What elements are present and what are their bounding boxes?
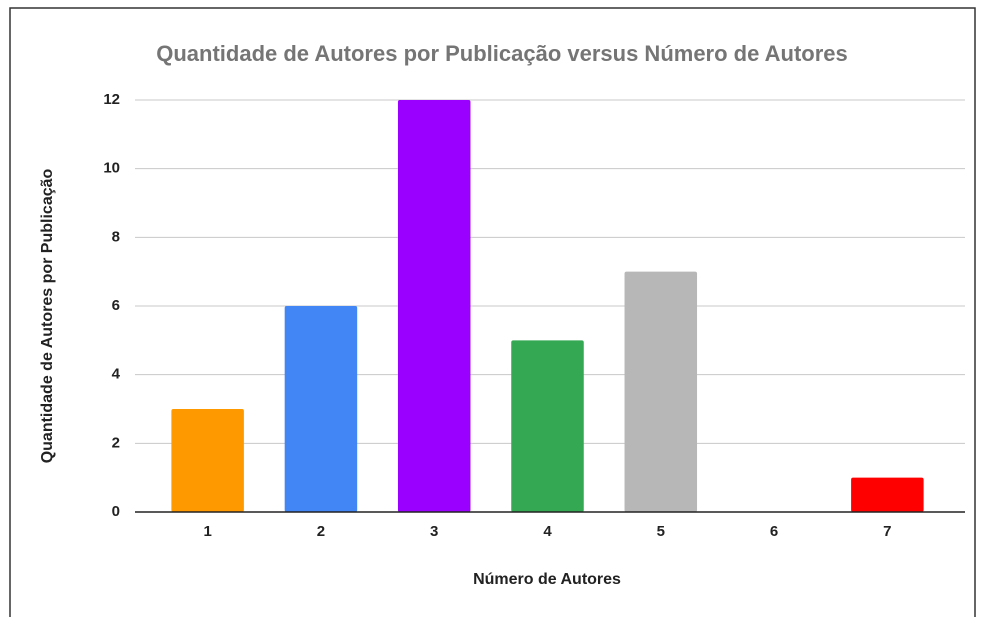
x-tick-label: 5 — [657, 523, 665, 540]
bar — [511, 340, 584, 512]
y-tick-label: 10 — [103, 160, 120, 177]
y-tick-label: 8 — [112, 228, 120, 245]
y-axis-title: Quantidade de Autores por Publicação — [39, 168, 56, 463]
chart-title: Quantidade de Autores por Publicação ver… — [156, 41, 848, 66]
y-tick-label: 12 — [103, 91, 120, 108]
x-tick-label: 3 — [430, 523, 438, 540]
x-axis-title: Número de Autores — [473, 571, 621, 588]
y-tick-label: 4 — [112, 366, 121, 383]
y-tick-label: 2 — [112, 434, 120, 451]
bar — [171, 409, 244, 512]
y-tick-label: 0 — [112, 503, 120, 520]
chart-border — [9, 7, 976, 617]
bar — [397, 100, 471, 512]
bar — [851, 477, 924, 512]
bar — [624, 271, 698, 512]
x-tick-label: 6 — [770, 523, 778, 540]
x-tick-label: 1 — [203, 523, 211, 540]
x-tick-label: 4 — [543, 523, 552, 540]
x-tick-label: 7 — [883, 523, 891, 540]
y-tick-label: 6 — [112, 297, 120, 314]
x-tick-label: 2 — [317, 523, 325, 540]
bar — [284, 306, 358, 512]
